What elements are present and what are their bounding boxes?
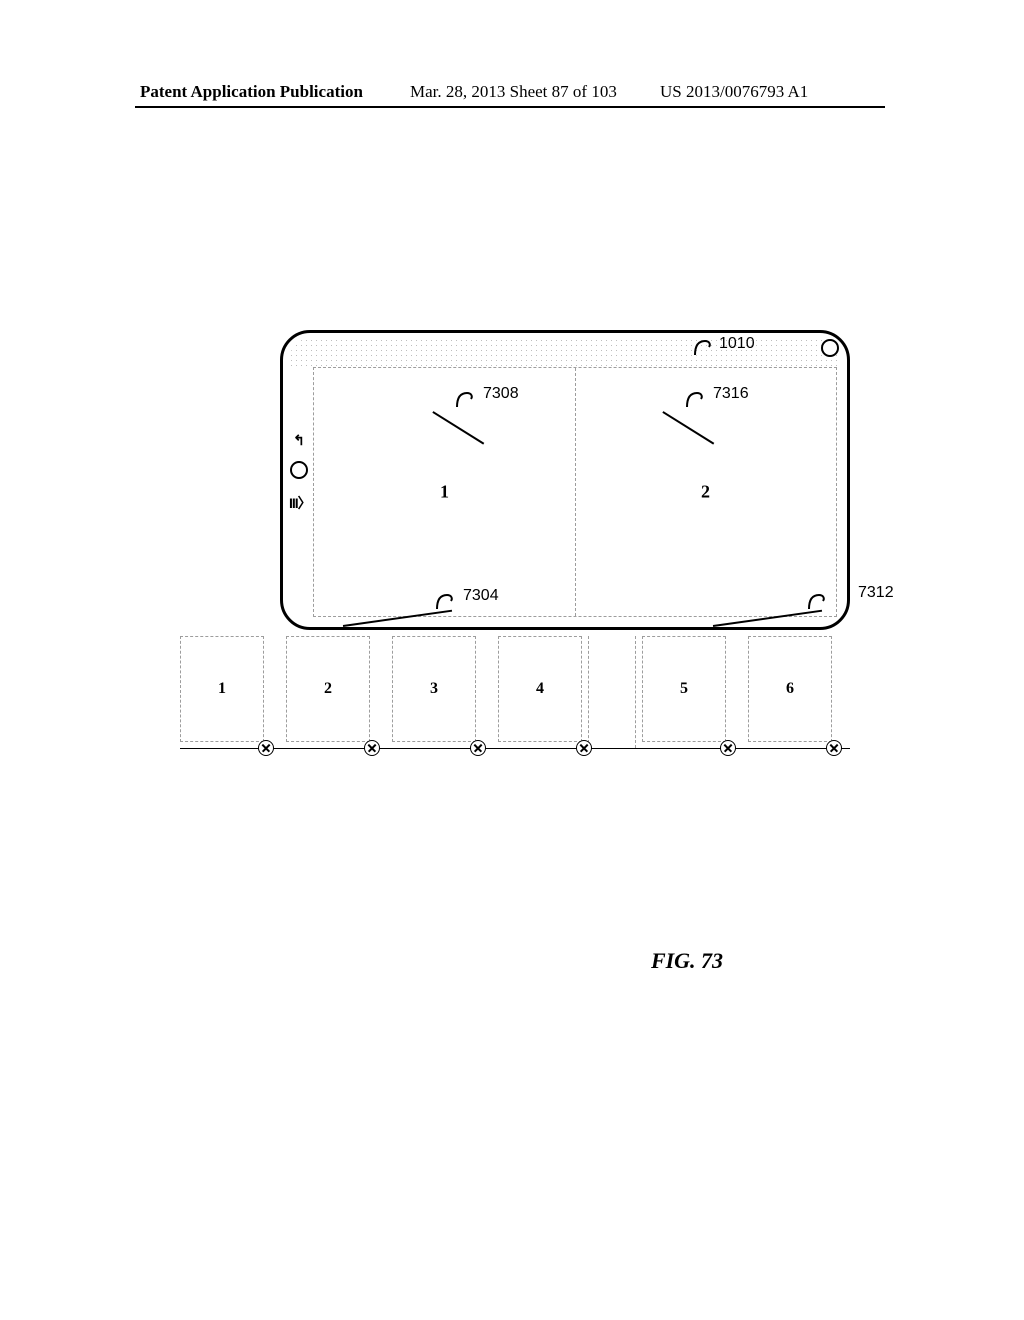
speaker-icon: III〉 — [289, 493, 309, 511]
ref-7316: 7316 — [713, 385, 749, 403]
figure-73: ↰ III〉 1 2 7308 7316 — [180, 330, 850, 800]
x-node-icon — [364, 740, 380, 756]
tile-label: 3 — [430, 680, 438, 698]
tiles-axis — [180, 748, 850, 749]
tile-3: 3 — [392, 636, 476, 742]
header-left: Patent Application Publication — [140, 82, 363, 102]
page: Patent Application Publication Mar. 28, … — [0, 0, 1024, 1320]
hook-icon — [691, 337, 717, 359]
pane-2-label: 2 — [701, 482, 710, 503]
x-node-icon — [576, 740, 592, 756]
device-outline: ↰ III〉 1 2 7308 7316 — [280, 330, 850, 630]
header-rule — [135, 106, 885, 108]
tile-label: 2 — [324, 680, 332, 698]
pane-1-label: 1 — [440, 482, 449, 503]
ref-1010: 1010 — [719, 335, 755, 353]
page-header: Patent Application Publication Mar. 28, … — [0, 82, 1024, 106]
device-top-dotted-band — [289, 338, 841, 366]
hook-icon — [683, 389, 709, 411]
figure-caption: FIG. 73 — [0, 948, 1024, 974]
header-middle: Mar. 28, 2013 Sheet 87 of 103 — [410, 82, 617, 102]
tiles-gap — [588, 636, 636, 748]
header-right: US 2013/0076793 A1 — [660, 82, 808, 102]
screen-divider — [575, 368, 576, 616]
x-node-icon — [826, 740, 842, 756]
ref-7312: 7312 — [858, 584, 894, 602]
tile-label: 5 — [680, 680, 688, 698]
x-node-icon — [470, 740, 486, 756]
ref-7308: 7308 — [483, 385, 519, 403]
hook-icon — [453, 389, 479, 411]
figure-caption-text: FIG. 73 — [651, 948, 723, 974]
tile-label: 4 — [536, 680, 544, 698]
camera-icon — [821, 339, 839, 357]
screen-area: 1 2 — [313, 367, 837, 617]
tile-4: 4 — [498, 636, 582, 742]
ref-7304: 7304 — [463, 587, 499, 605]
x-node-icon — [258, 740, 274, 756]
tile-5: 5 — [642, 636, 726, 742]
tile-1: 1 — [180, 636, 264, 742]
tile-label: 1 — [218, 680, 226, 698]
x-node-icon — [720, 740, 736, 756]
tile-6: 6 — [748, 636, 832, 742]
tiles-row: 1 2 3 4 5 6 — [180, 636, 850, 756]
tile-label: 6 — [786, 680, 794, 698]
home-button-icon — [289, 461, 309, 481]
up-arrow-icon: ↰ — [289, 433, 309, 451]
tile-2: 2 — [286, 636, 370, 742]
